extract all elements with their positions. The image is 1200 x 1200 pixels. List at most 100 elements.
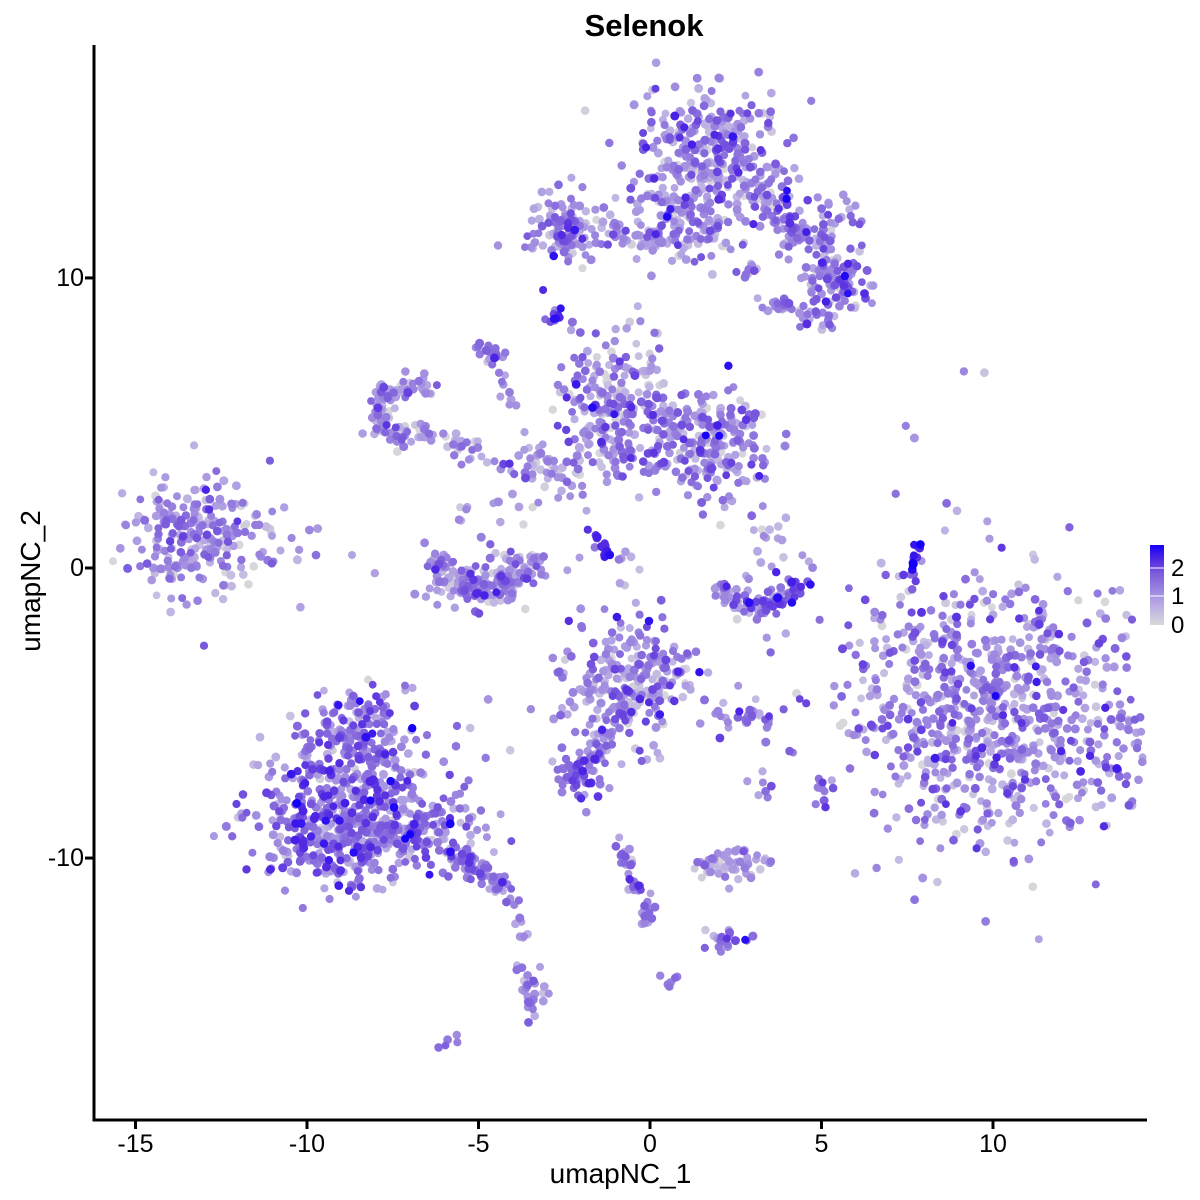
umap-point <box>916 698 926 707</box>
umap-point <box>390 820 400 830</box>
umap-point <box>625 637 635 647</box>
umap-point <box>558 203 567 212</box>
umap-point <box>457 442 466 451</box>
umap-point <box>426 436 436 445</box>
umap-point <box>334 701 343 710</box>
umap-point <box>627 403 636 412</box>
umap-point <box>311 811 320 821</box>
umap-point <box>291 731 299 740</box>
umap-point <box>511 560 520 569</box>
umap-point <box>450 603 459 612</box>
umap-point <box>292 721 302 731</box>
umap-point <box>321 816 330 825</box>
umap-point <box>871 676 880 685</box>
umap-point <box>624 844 634 854</box>
umap-point <box>962 755 971 764</box>
umap-point <box>267 559 276 568</box>
umap-point <box>724 718 732 727</box>
umap-point <box>506 547 515 556</box>
umap-point <box>567 194 575 203</box>
umap-point <box>390 755 400 765</box>
umap-point <box>485 885 494 893</box>
umap-point <box>562 457 572 467</box>
umap-point <box>538 440 547 449</box>
umap-point <box>547 469 556 478</box>
umap-point <box>514 502 524 512</box>
umap-point <box>557 363 566 372</box>
umap-point <box>339 716 348 725</box>
umap-point <box>485 553 495 563</box>
umap-point <box>796 323 804 331</box>
umap-point <box>940 682 949 692</box>
umap-point <box>406 809 415 818</box>
umap-point <box>938 817 947 826</box>
umap-point <box>335 733 344 743</box>
umap-point <box>758 212 767 221</box>
umap-point <box>211 588 220 598</box>
umap-point <box>747 511 757 521</box>
umap-point <box>1038 599 1048 609</box>
umap-point <box>829 701 838 710</box>
umap-point <box>1024 854 1034 864</box>
umap-point <box>408 724 417 733</box>
umap-point <box>691 647 701 656</box>
umap-point <box>713 175 723 185</box>
umap-point <box>703 493 712 502</box>
umap-point <box>595 367 605 376</box>
umap-point <box>667 256 677 265</box>
legend-label: 0 <box>1171 612 1185 639</box>
umap-point <box>693 117 702 126</box>
umap-point <box>410 701 419 711</box>
umap-point <box>892 813 901 822</box>
umap-point <box>636 317 645 326</box>
umap-point <box>653 136 662 145</box>
umap-point <box>940 526 950 535</box>
umap-point <box>907 585 917 594</box>
umap-point <box>839 281 849 290</box>
umap-point <box>381 814 390 823</box>
umap-point <box>479 579 489 589</box>
umap-point <box>379 835 388 844</box>
umap-point <box>840 296 849 305</box>
umap-point <box>617 161 626 170</box>
umap-point <box>520 932 528 941</box>
umap-point <box>821 297 831 306</box>
umap-point <box>528 1005 537 1014</box>
umap-point <box>280 886 290 895</box>
umap-point <box>416 768 426 777</box>
umap-point <box>421 389 430 398</box>
umap-point <box>632 339 641 348</box>
umap-point <box>675 133 684 142</box>
umap-point <box>690 864 699 873</box>
umap-point <box>242 865 251 874</box>
umap-point <box>242 520 251 528</box>
umap-point <box>348 775 356 784</box>
umap-point <box>330 708 339 717</box>
umap-point <box>1126 695 1135 704</box>
umap-point <box>123 563 133 573</box>
umap-point <box>366 842 375 852</box>
umap-point <box>349 721 358 730</box>
umap-point <box>749 431 758 440</box>
umap-point <box>745 162 755 172</box>
umap-point <box>237 555 246 565</box>
umap-point <box>373 846 382 855</box>
umap-point <box>651 230 660 239</box>
umap-point <box>609 445 618 454</box>
umap-point <box>802 228 811 236</box>
umap-point <box>227 499 236 509</box>
umap-point <box>471 562 480 570</box>
umap-point <box>628 409 637 419</box>
umap-point <box>1093 719 1102 728</box>
umap-point <box>523 971 532 980</box>
umap-point <box>548 757 557 766</box>
umap-point <box>747 460 756 469</box>
umap-point <box>558 703 566 712</box>
umap-point <box>716 520 725 530</box>
x-axis-label: umapNC_1 <box>549 1158 692 1189</box>
umap-point <box>639 129 648 137</box>
umap-point <box>634 881 643 890</box>
umap-point <box>983 517 992 526</box>
umap-point <box>505 400 514 409</box>
